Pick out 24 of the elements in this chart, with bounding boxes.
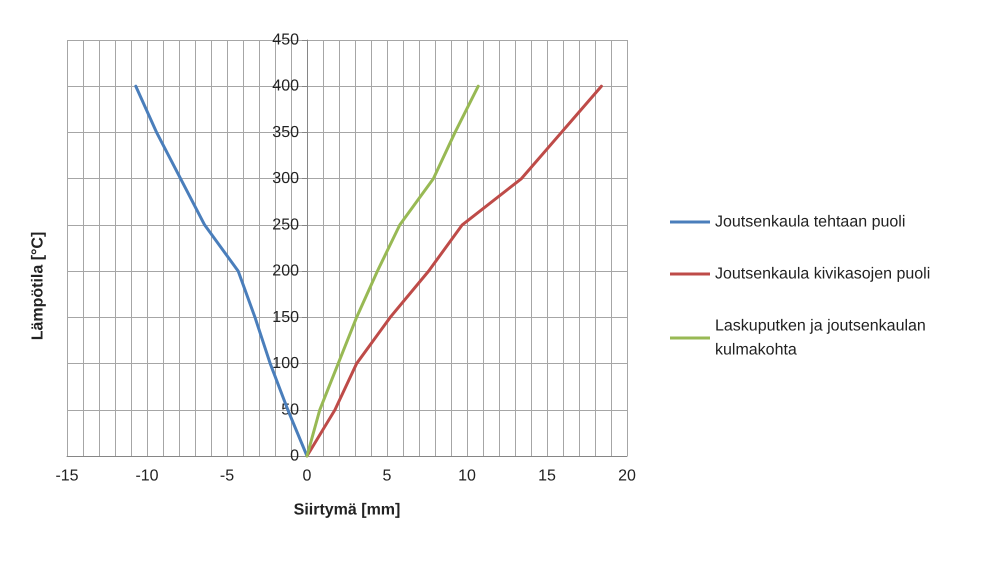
y-tick-label: 350 bbox=[272, 124, 300, 141]
x-axis-title: Siirtymä [mm] bbox=[294, 502, 400, 518]
y-tick-label: 300 bbox=[272, 170, 300, 188]
y-tick-label: 200 bbox=[272, 262, 300, 280]
x-tick-label: 20 bbox=[618, 468, 636, 484]
x-tick-label: -10 bbox=[135, 468, 159, 484]
legend-label: Laskuputken ja joutsenkaulan kulmakohta bbox=[715, 318, 930, 358]
line-series bbox=[306, 84, 480, 458]
x-tick-label: -15 bbox=[55, 468, 79, 484]
y-tick-label: 0 bbox=[290, 448, 300, 464]
legend-label: Joutsenkaula tehtaan puoli bbox=[715, 214, 906, 230]
y-tick-label: 450 bbox=[272, 32, 300, 48]
y-axis-title: Lämpötila [°C] bbox=[30, 232, 46, 340]
x-tick-label: 5 bbox=[382, 468, 392, 484]
line-series bbox=[306, 84, 603, 458]
y-tick-label: 250 bbox=[272, 216, 300, 234]
x-tick-label: -5 bbox=[220, 468, 234, 484]
x-tick-label: 10 bbox=[458, 468, 476, 484]
x-tick-label: 15 bbox=[538, 468, 556, 484]
x-tick-label: 0 bbox=[302, 468, 312, 484]
y-tick-label: 100 bbox=[272, 355, 300, 372]
y-tick-label: 150 bbox=[272, 308, 300, 326]
y-tick-label: 400 bbox=[272, 78, 300, 95]
legend-label: Joutsenkaula kivikasojen puoli bbox=[715, 266, 930, 282]
